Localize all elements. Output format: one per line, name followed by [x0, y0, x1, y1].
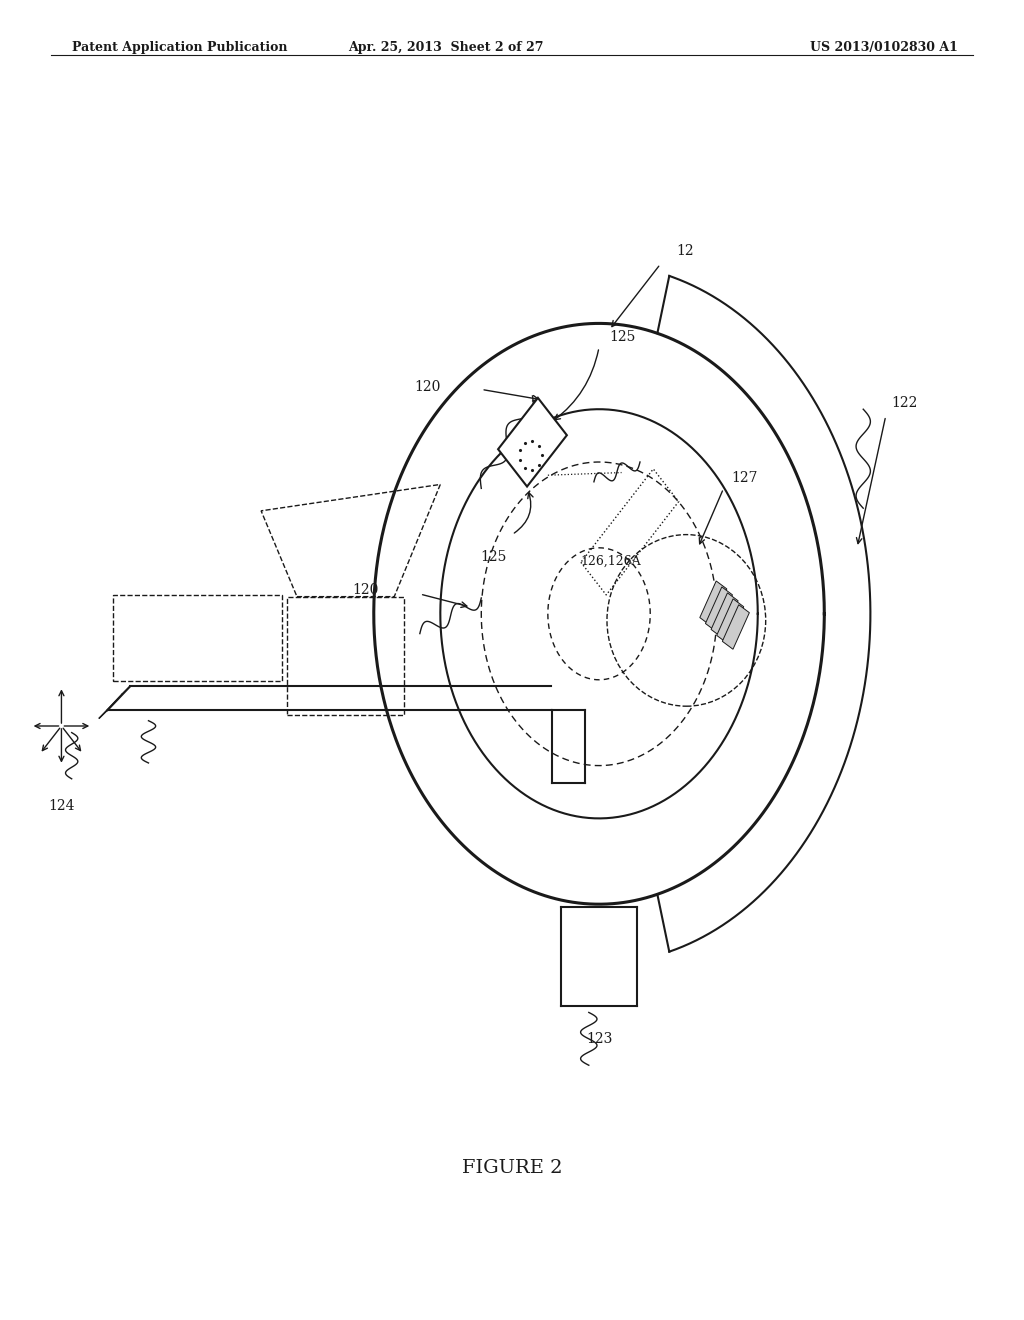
Text: 124: 124: [48, 799, 75, 813]
Polygon shape: [711, 593, 738, 638]
Polygon shape: [717, 599, 743, 643]
Polygon shape: [706, 587, 732, 631]
Text: 122: 122: [891, 396, 918, 409]
Text: 127: 127: [732, 471, 758, 484]
Text: 120: 120: [414, 380, 440, 393]
Polygon shape: [722, 605, 750, 649]
Polygon shape: [498, 397, 567, 487]
Text: Patent Application Publication: Patent Application Publication: [72, 41, 287, 54]
Text: 12: 12: [676, 244, 693, 257]
Polygon shape: [699, 581, 727, 626]
Text: 125: 125: [480, 550, 507, 565]
Text: 126,126A: 126,126A: [581, 554, 641, 568]
Text: 125: 125: [609, 330, 636, 343]
Text: US 2013/0102830 A1: US 2013/0102830 A1: [810, 41, 957, 54]
Text: FIGURE 2: FIGURE 2: [462, 1159, 562, 1177]
Text: 123: 123: [586, 1032, 612, 1047]
Text: 120: 120: [352, 583, 379, 597]
Text: Apr. 25, 2013  Sheet 2 of 27: Apr. 25, 2013 Sheet 2 of 27: [348, 41, 543, 54]
